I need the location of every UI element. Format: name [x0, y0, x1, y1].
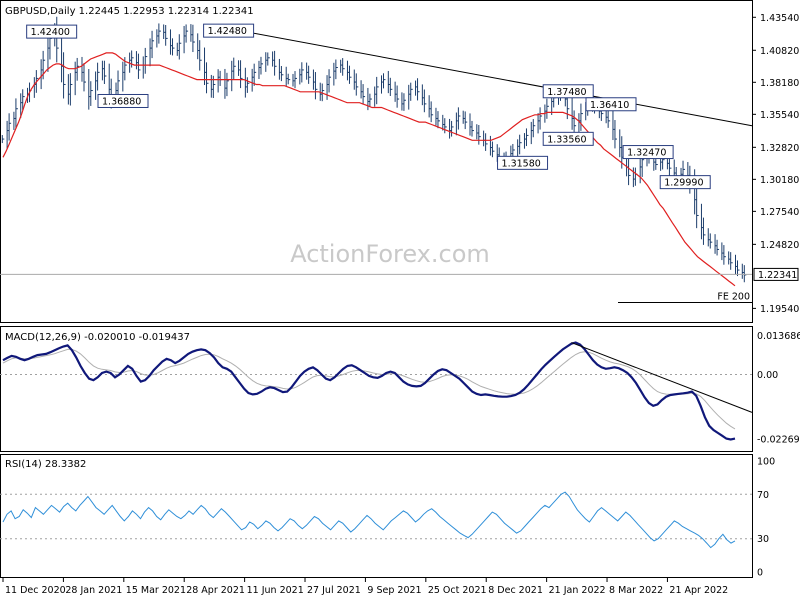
macd-tick-label: -0.022698 — [757, 435, 800, 446]
price-tick-label: 1.32820 — [760, 143, 799, 154]
x-tick-label: 11 Dec 2020 — [5, 585, 66, 596]
price-annotation: 1.36410 — [585, 97, 637, 112]
price-tick-label: 1.19540 — [760, 304, 799, 315]
price-tick-label: 1.30180 — [760, 175, 799, 186]
svg-text:1.42400: 1.42400 — [31, 27, 70, 38]
macd-signal-line — [2, 348, 736, 430]
price-annotation: 1.33560 — [542, 131, 594, 146]
price-annotation: 1.31580 — [497, 155, 549, 170]
macd-tick-label: 0.013686 — [757, 331, 800, 342]
rsi-panel-title: RSI(14) 28.3382 — [5, 459, 86, 470]
price-tick-label: 1.38180 — [760, 78, 799, 89]
x-tick-label: 21 Apr 2022 — [669, 585, 728, 596]
price-trendline — [236, 29, 753, 127]
rsi-levels — [0, 493, 752, 540]
price-tick-label: 1.24820 — [760, 240, 799, 251]
rsi-tick-label: 70 — [757, 490, 769, 501]
x-tick-label: 25 Oct 2021 — [428, 585, 487, 596]
macd-trendline — [571, 342, 753, 413]
fe-200-label: FE 200 — [717, 291, 750, 302]
price-tick-label: 1.35540 — [760, 110, 799, 121]
rsi-tick-label: 0 — [757, 568, 763, 579]
x-tick-label: 28 Jan 2021 — [65, 585, 122, 596]
price-panel-frame — [0, 0, 753, 323]
macd-panel: MACD(12,26,9) -0.020010 -0.019437 0.0136… — [0, 326, 800, 452]
price-tick-label: 1.27540 — [760, 207, 799, 218]
svg-text:1.37480: 1.37480 — [547, 87, 586, 98]
x-tick-label: 28 Apr 2021 — [186, 585, 245, 596]
svg-text:1.36880: 1.36880 — [102, 96, 141, 107]
price-panel-title: GBPUSD,Daily 1.22445 1.22953 1.22314 1.2… — [5, 6, 254, 17]
x-tick-label: 8 Dec 2021 — [488, 585, 543, 596]
svg-text:1.33560: 1.33560 — [547, 134, 586, 145]
price-annotation: 1.42400 — [26, 24, 78, 39]
price-bars — [1, 16, 747, 283]
macd-panel-title: MACD(12,26,9) -0.020010 -0.019437 — [5, 332, 190, 343]
macd-tick-label: 0.00 — [757, 370, 778, 381]
current-price-box — [753, 267, 799, 281]
svg-text:1.36410: 1.36410 — [590, 100, 629, 111]
price-annotations: 1.42400 1.36880 1.42480 1.31580 1.33560 1.374… — [26, 23, 711, 190]
x-tick-label: 8 Mar 2022 — [609, 585, 663, 596]
price-annotation: 1.42480 — [203, 23, 255, 38]
macd-line — [2, 341, 736, 441]
price-annotation: 1.32470 — [622, 145, 674, 160]
macd-panel-frame — [0, 326, 753, 452]
rsi-tick-label: 100 — [757, 457, 775, 468]
rsi-y-ticks: 100 70 30 0 — [757, 457, 775, 579]
price-annotation: 1.37480 — [542, 84, 594, 99]
macd-y-ticks: 0.013686 0.00 -0.022698 — [757, 331, 800, 446]
watermark: ActionForex.com — [290, 240, 490, 268]
price-annotation: 1.36880 — [97, 93, 149, 108]
price-tick-label: 1.43540 — [760, 13, 799, 24]
rsi-panel-frame — [0, 454, 753, 578]
svg-text:1.29990: 1.29990 — [664, 178, 703, 189]
x-tick-label: 27 Jul 2021 — [307, 585, 361, 596]
svg-text:1.32470: 1.32470 — [627, 148, 666, 159]
x-tick-label: 21 Jan 2022 — [549, 585, 606, 596]
x-tick-label: 15 Mar 2021 — [126, 585, 186, 596]
x-tick-label: 9 Sep 2021 — [367, 585, 421, 596]
rsi-panel: RSI(14) 28.3382 100 70 30 0 — [0, 454, 775, 579]
price-moving-average — [2, 52, 736, 287]
price-y-ticks: 1.43540 1.40820 1.38180 1.35540 1.32820 1.301… — [752, 13, 799, 315]
svg-text:1.42480: 1.42480 — [208, 26, 247, 37]
price-tick-label: 1.40820 — [760, 46, 799, 57]
price-panel: ActionForex.com GBPUSD,Daily 1.22445 1.2… — [0, 0, 799, 323]
x-tick-label: 11 Jun 2021 — [247, 585, 304, 596]
price-annotation: 1.29990 — [659, 175, 711, 190]
rsi-tick-label: 30 — [757, 534, 769, 545]
current-price-label: 1.22341 — [758, 270, 797, 281]
svg-text:1.31580: 1.31580 — [502, 158, 541, 169]
rsi-line — [2, 491, 736, 549]
x-axis: 11 Dec 2020 28 Jan 2021 15 Mar 2021 28 Apr … — [2, 577, 728, 596]
